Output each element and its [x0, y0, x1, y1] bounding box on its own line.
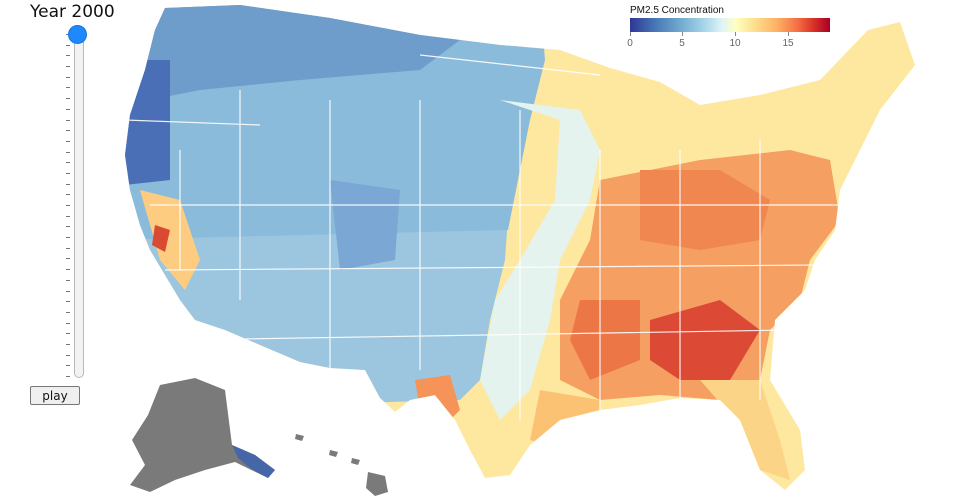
slider-tick	[66, 205, 70, 206]
legend-tick	[735, 32, 736, 36]
slider-tick	[66, 333, 70, 335]
slider-tick	[66, 226, 70, 228]
slider-tick	[66, 269, 70, 271]
slider-tick	[66, 98, 70, 100]
slider-tick	[66, 55, 70, 57]
color-legend: PM2.5 Concentration 0 5 10 15	[622, 4, 834, 54]
slider-tick	[66, 290, 70, 292]
slider-tick	[66, 183, 70, 185]
legend-label-0: 0	[627, 38, 633, 49]
slider-tick	[66, 172, 70, 174]
slider-tick	[66, 151, 70, 153]
slider-tick	[66, 237, 70, 239]
slider-tick	[66, 119, 70, 121]
slider-tick	[66, 343, 70, 345]
legend-label-15: 15	[782, 38, 794, 49]
slider-tick	[66, 311, 70, 313]
legend-tick	[682, 32, 683, 36]
legend-tick	[788, 32, 789, 36]
slider-tick	[66, 215, 70, 217]
slider-tick	[66, 66, 70, 68]
year-title: Year 2000	[30, 2, 115, 22]
slider-tick	[66, 130, 70, 132]
legend-label-10: 10	[729, 38, 741, 49]
slider-thumb[interactable]	[69, 26, 86, 43]
slider-tick	[66, 194, 70, 196]
legend-label-5: 5	[679, 38, 685, 49]
legend-tick	[630, 32, 631, 36]
slider-tick	[66, 162, 70, 164]
slider-tick	[66, 301, 70, 303]
hawaii-inset	[295, 434, 388, 496]
slider-tick	[66, 322, 70, 324]
slider-tick	[66, 87, 70, 89]
slider-tick	[66, 258, 70, 260]
slider-tick	[66, 376, 70, 377]
alaska-inset	[130, 378, 275, 492]
slider-tick	[66, 140, 70, 142]
slider-tick	[66, 365, 70, 367]
legend-color-bar	[630, 18, 830, 32]
slider-tick	[66, 76, 70, 78]
play-button[interactable]: play	[30, 386, 80, 405]
slider-ticks	[66, 34, 72, 377]
slider-tick	[66, 44, 70, 46]
slider-tick	[66, 279, 70, 281]
slider-tick	[66, 108, 70, 110]
slider-tick	[66, 354, 70, 356]
slider-tick	[66, 247, 70, 249]
slider-tick	[66, 34, 70, 35]
legend-title: PM2.5 Concentration	[630, 5, 724, 16]
